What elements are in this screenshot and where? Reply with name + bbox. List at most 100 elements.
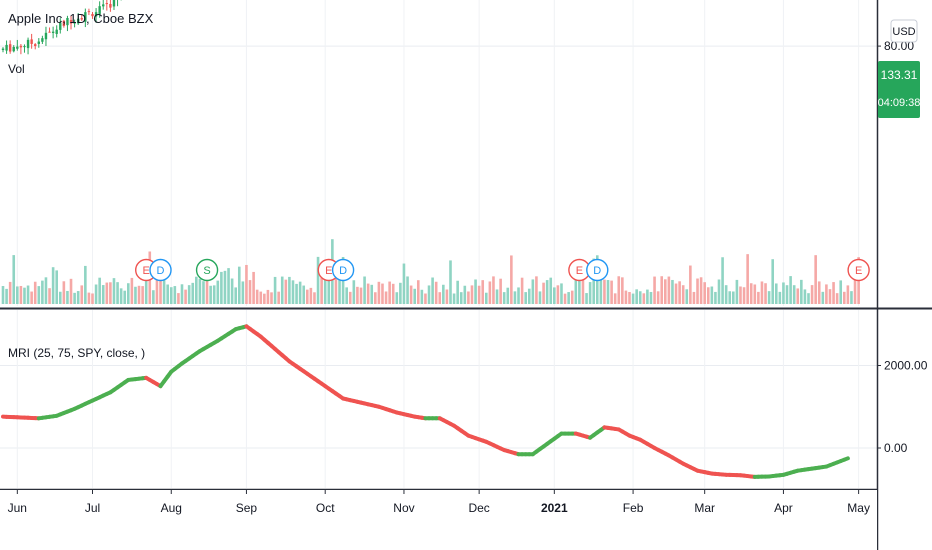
volume-bar: [696, 278, 699, 304]
volume-bar: [431, 277, 434, 304]
volume-bar: [524, 292, 527, 304]
volume-bar: [388, 281, 391, 304]
volume-bar: [610, 280, 613, 304]
volume-bar: [241, 281, 245, 304]
volume-bar: [348, 291, 352, 304]
volume-bar: [764, 283, 767, 304]
volume-bar: [749, 283, 753, 304]
volume-bar: [295, 283, 298, 304]
candle-body: [41, 38, 44, 42]
volume-bar: [173, 286, 177, 304]
event-letter: S: [203, 265, 210, 277]
volume-bar: [26, 285, 30, 304]
volume-bar: [87, 292, 91, 304]
volume-bar: [37, 286, 41, 304]
volume-bar: [266, 289, 270, 304]
volume-bar: [481, 280, 485, 304]
volume-bar: [742, 287, 746, 304]
time-axis-labels: Jun Jul Aug Sep Oct Nov Dec 2021 Feb Mar Apr May: [8, 490, 870, 515]
main-pane[interactable]: [0, 0, 877, 306]
candle-body: [12, 46, 15, 52]
volume-bar: [298, 281, 302, 304]
candle-body: [69, 19, 73, 24]
volume-bar: [492, 276, 495, 304]
volume-bar: [101, 285, 105, 304]
volume-bar: [732, 291, 735, 304]
volume-bar: [8, 281, 12, 304]
volume-bar: [334, 276, 338, 304]
volume-bar: [184, 289, 187, 304]
volume-bar: [807, 293, 810, 304]
event-letter: D: [339, 265, 347, 277]
event-marker-d[interactable]: D: [586, 258, 609, 282]
currency-button[interactable]: USD: [890, 19, 918, 43]
volume-bar: [817, 281, 821, 304]
grid: [0, 0, 877, 488]
volume-bar: [277, 291, 280, 304]
volume-bar: [560, 283, 563, 304]
event-letter: E: [143, 265, 150, 277]
event-letter: D: [593, 265, 601, 277]
event-letter: E: [325, 265, 332, 277]
volume-bar: [94, 284, 98, 304]
event-marker-d[interactable]: D: [149, 258, 172, 282]
volume-bar: [169, 287, 173, 304]
volume-bar: [137, 285, 141, 304]
volume-bar: [721, 257, 724, 304]
volume-bar: [162, 272, 166, 304]
last-price-tag: 133.31 04:09:38: [878, 61, 920, 118]
volume-bar: [656, 291, 660, 304]
volume-bar: [438, 292, 442, 304]
volume-bar: [843, 291, 846, 304]
event-marker-d[interactable]: D: [331, 258, 355, 282]
volume-bar: [513, 291, 517, 304]
last-price-value: 133.31: [881, 68, 918, 82]
time-axis[interactable]: [0, 490, 877, 550]
x-tick-label: Dec: [468, 501, 489, 515]
volume-bar: [850, 291, 853, 304]
volume-bar: [73, 292, 76, 304]
volume-bar: [535, 276, 538, 304]
volume-bar: [402, 263, 406, 304]
volume-bar: [23, 287, 26, 304]
volume-bar: [474, 279, 477, 304]
candle-body: [98, 6, 101, 14]
volume-bar: [119, 288, 123, 304]
event-circle: [195, 258, 219, 282]
volume-bar: [821, 291, 825, 304]
event-marker-s[interactable]: S: [195, 258, 219, 282]
volume-bar: [302, 285, 306, 304]
volume-bar: [717, 279, 721, 304]
indicator-pane[interactable]: [0, 310, 877, 488]
volume-bar: [724, 285, 728, 304]
event-letter: E: [576, 265, 583, 277]
volume-bar: [778, 291, 782, 304]
volume-bar: [664, 279, 667, 304]
volume-bar: [553, 287, 556, 304]
candle-body: [80, 18, 83, 20]
volume-bar: [585, 293, 588, 304]
volume-bar: [116, 282, 119, 304]
volume-bar: [592, 258, 595, 304]
candle-body: [66, 18, 69, 26]
event-letter: D: [157, 265, 165, 277]
volume-bar: [259, 291, 263, 304]
candle-body: [87, 11, 91, 13]
volume-bar: [803, 289, 807, 304]
event-marker-e[interactable]: E: [847, 258, 870, 282]
volume-bar: [252, 271, 255, 304]
volume-bar: [624, 290, 628, 304]
volume-bar: [599, 269, 603, 304]
volume-bar: [442, 284, 445, 304]
volume-bar: [678, 281, 681, 304]
volume-bar: [406, 276, 409, 304]
volume-bar: [603, 279, 606, 304]
volume-bar: [739, 286, 742, 304]
volume-bar: [227, 268, 230, 304]
volume-bar: [789, 276, 792, 304]
volume-bar: [485, 292, 488, 304]
volume-bar: [58, 291, 62, 304]
volume-bar: [177, 293, 180, 304]
